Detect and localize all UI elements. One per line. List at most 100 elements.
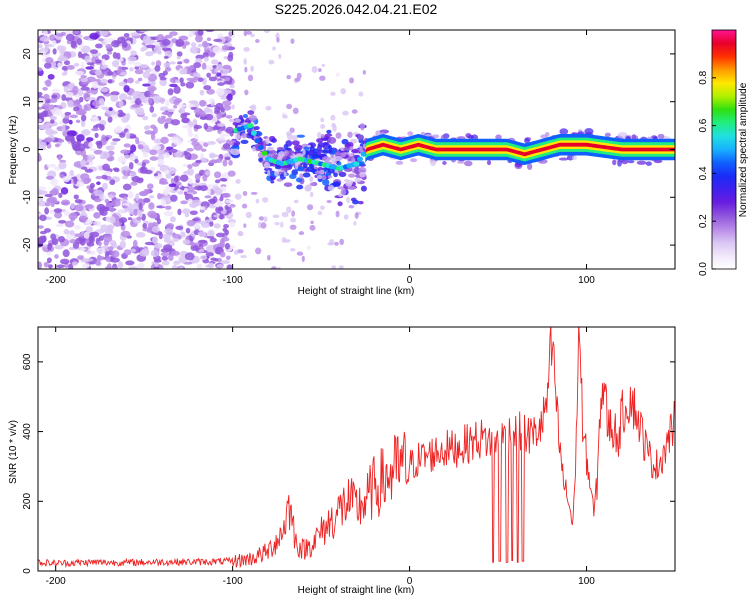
noise-blob (486, 159, 492, 166)
noise-blob (298, 231, 305, 236)
noise-blob (93, 211, 101, 219)
noise-blob (58, 192, 63, 198)
noise-blob (167, 88, 174, 96)
noise-blob (142, 115, 149, 121)
noise-blob (289, 224, 297, 230)
snr-series-line (38, 327, 675, 569)
noise-blob (85, 97, 96, 101)
noise-blob (108, 194, 115, 199)
noise-blob (169, 148, 178, 153)
colorbar-gradient (711, 29, 737, 270)
noise-blob (340, 88, 347, 95)
noise-blob (159, 78, 168, 87)
noise-blob (330, 114, 336, 121)
noise-blob (54, 211, 63, 219)
noise-blob (128, 266, 139, 269)
snr-frame (37, 326, 676, 572)
noise-blob (153, 243, 163, 249)
noise-blob (214, 179, 221, 184)
noise-blob (111, 250, 120, 258)
noise-blob (320, 117, 325, 123)
noise-blob (280, 221, 284, 228)
y-tick-label: 600 (22, 353, 33, 370)
noise-blob (84, 204, 94, 210)
noise-blob (125, 260, 135, 266)
noise-blob (173, 260, 181, 265)
noise-blob (326, 199, 332, 204)
noise-blob (159, 181, 169, 185)
noise-blob (170, 216, 176, 223)
noise-blob (86, 250, 91, 254)
noise-blob (94, 132, 99, 139)
y-tick-label: 0 (22, 146, 33, 152)
noise-blob (95, 59, 102, 64)
noise-blob (70, 138, 76, 145)
noise-blob (85, 226, 93, 233)
noise-blob (39, 36, 50, 42)
noise-blob (205, 171, 211, 176)
noise-blob (407, 131, 414, 136)
noise-blob (145, 44, 156, 49)
noise-blob (206, 141, 216, 145)
noise-blob (240, 254, 247, 259)
noise-blob (118, 112, 126, 117)
noise-blob (63, 229, 70, 235)
noise-blob (246, 128, 252, 134)
tone-bead (261, 150, 268, 156)
noise-blob (203, 85, 212, 91)
noise-blob (222, 143, 231, 150)
noise-blob (106, 51, 113, 55)
noise-blob (152, 95, 162, 102)
noise-blob (95, 175, 103, 180)
noise-blob (243, 223, 247, 228)
noise-blob (75, 110, 86, 116)
noise-blob (222, 100, 232, 106)
noise-blob (51, 238, 59, 246)
noise-blob (197, 77, 204, 82)
noise-blob (306, 204, 314, 211)
noise-blob (39, 230, 47, 235)
noise-blob (175, 225, 184, 230)
colorbar: 0.0 0.2 0.4 0.6 0.8 Normalized spectral ampl… (698, 29, 749, 276)
noise-blob (250, 104, 257, 112)
noise-blob (165, 205, 172, 210)
noise-blob (272, 46, 276, 51)
noise-blob (193, 125, 203, 130)
noise-blob (56, 264, 65, 269)
noise-blob (216, 257, 223, 263)
noise-blob (90, 128, 100, 132)
noise-blob (160, 97, 165, 105)
noise-blob (144, 125, 151, 130)
noise-blob (182, 163, 189, 167)
noise-blob (118, 100, 124, 108)
noise-blob (42, 102, 51, 109)
noise-blob (338, 193, 342, 198)
noise-blob (215, 87, 225, 96)
noise-blob (302, 172, 311, 178)
noise-blob (125, 112, 131, 121)
noise-blob (107, 79, 113, 84)
noise-blob (147, 97, 153, 104)
tone-band (365, 142, 675, 157)
noise-blob (159, 76, 167, 81)
noise-blob (214, 258, 219, 262)
noise-blob (271, 266, 277, 269)
noise-blob (64, 60, 71, 66)
noise-blob (217, 206, 224, 212)
noise-blob (135, 232, 146, 238)
noise-blob (76, 38, 83, 46)
noise-blob (111, 266, 119, 269)
noise-blob (47, 196, 58, 203)
noise-blob (185, 227, 191, 234)
noise-blob (225, 126, 235, 134)
noise-blob (270, 180, 275, 184)
noise-blob (338, 265, 344, 269)
noise-blob (332, 124, 337, 132)
noise-blob (208, 262, 215, 269)
noise-blob (128, 162, 134, 170)
noise-blob (169, 31, 178, 36)
noise-blob (156, 149, 165, 155)
noise-blob (248, 111, 254, 116)
noise-blob (262, 197, 269, 203)
